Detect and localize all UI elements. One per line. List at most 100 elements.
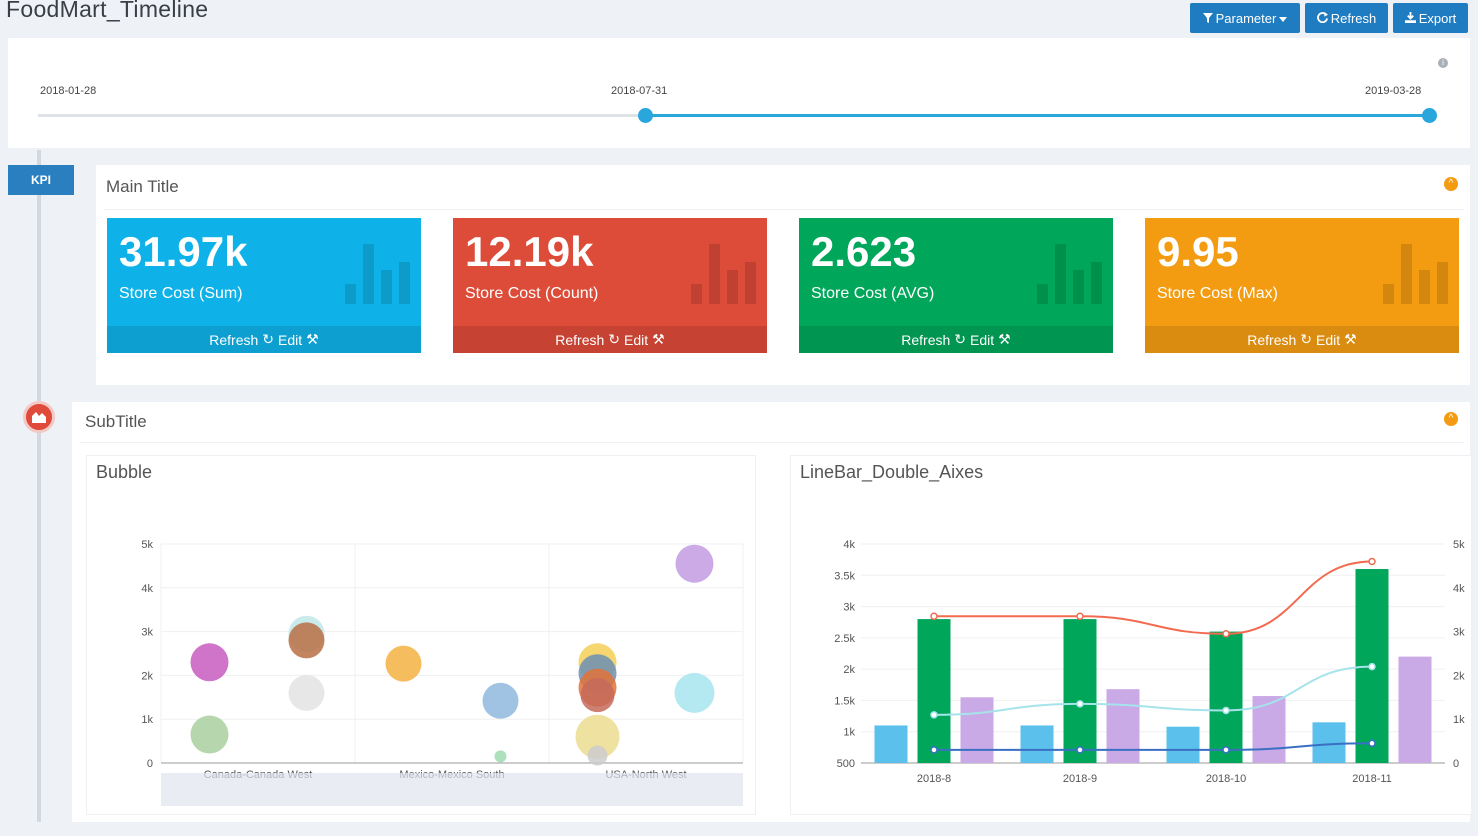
kpi-label: Store Cost (Count) <box>465 285 599 302</box>
kpi-refresh-link[interactable]: Refresh <box>555 331 605 348</box>
zoom-slider <box>161 773 743 806</box>
kpi-value: 2.623 <box>811 228 917 275</box>
y-tick-label: 4k <box>141 583 153 595</box>
wrench-icon: ⚒ <box>306 331 319 347</box>
line-point <box>930 711 938 719</box>
y-left-tick-label: 3k <box>843 602 855 614</box>
wrench-icon: ⚒ <box>652 331 665 347</box>
refresh-icon: ↻ <box>954 331 967 347</box>
download-icon <box>1404 11 1416 26</box>
bubble <box>494 750 507 763</box>
kpi-refresh-link[interactable]: Refresh <box>901 331 951 348</box>
bubble-chart: 01k2k3k4k5kCanada-Canada WestMexico-Mexi… <box>141 539 744 806</box>
y-left-tick-label: 2.5k <box>834 633 855 645</box>
y-left-tick-label: 1k <box>843 727 855 739</box>
linebar-chart-card: LineBar_Double_Aixes 500 1k 1.5k 2k 2.5k 3k 3.… <box>790 455 1472 815</box>
bar <box>1398 656 1432 763</box>
area-chart-icon[interactable] <box>23 401 55 433</box>
wrench-icon: ⚒ <box>998 331 1011 347</box>
refresh-icon: ↻ <box>1300 331 1313 347</box>
app-title: FoodMart_Timeline <box>6 0 209 22</box>
series-line <box>933 742 1373 751</box>
info-icon[interactable]: i <box>1438 58 1448 68</box>
refresh-icon: ↻ <box>608 331 621 347</box>
bubble-chart-title: Bubble <box>96 462 153 482</box>
kpi-card-store-cost-count[interactable]: 12.19k Store Cost (Count) Refresh ↻ Edit… <box>453 218 767 353</box>
timeline-end-label: 2019-03-28 <box>1365 85 1422 97</box>
bar <box>1312 722 1346 763</box>
y-left-tick-label: 1.5k <box>834 695 855 707</box>
bubble <box>288 674 325 711</box>
wrench-icon: ⚒ <box>1344 331 1357 347</box>
bar-chart-icon <box>1383 244 1449 304</box>
bubble <box>190 715 229 754</box>
series-line <box>933 665 1373 716</box>
y-left-tick-label: 4k <box>843 539 855 551</box>
timeline-start-handle[interactable] <box>638 108 653 123</box>
divider <box>104 209 1464 210</box>
y-right-tick-label: 0 <box>1453 758 1459 770</box>
kpi-value: 31.97k <box>119 228 248 275</box>
kpi-edit-link[interactable]: Edit <box>624 331 649 348</box>
refresh-button[interactable]: Refresh <box>1305 3 1388 33</box>
kpi-edit-link[interactable]: Edit <box>1316 331 1341 348</box>
timeline-end-handle[interactable] <box>1422 108 1437 123</box>
timeline-selected-label: 2018-07-31 <box>611 85 668 97</box>
collapse-icon[interactable]: ^ <box>1444 177 1458 191</box>
refresh-icon: ↻ <box>262 331 275 347</box>
kpi-refresh-link[interactable]: Refresh <box>209 331 259 348</box>
kpi-label: Store Cost (Max) <box>1157 285 1278 302</box>
kpi-card-store-cost-sum[interactable]: 31.97k Store Cost (Sum) Refresh ↻ Edit ⚒ <box>107 218 421 353</box>
bubble <box>674 672 715 713</box>
bubble <box>587 745 608 766</box>
export-button[interactable]: Export <box>1393 3 1468 33</box>
y-right-tick-label: 3k <box>1453 627 1465 639</box>
line-point <box>1368 557 1376 566</box>
kpi-label: Store Cost (Sum) <box>119 285 243 302</box>
kpi-card-store-cost-max[interactable]: 9.95 Store Cost (Max) Refresh ↻ Edit ⚒ <box>1145 218 1459 353</box>
y-right-tick-label: 5k <box>1453 539 1465 551</box>
kpi-value: 9.95 <box>1157 228 1239 275</box>
bar-chart-icon <box>345 244 411 304</box>
line-point <box>1076 746 1084 754</box>
dashboard-frame: FoodMart_Timeline Parameter Refresh Expo… <box>6 0 1472 822</box>
refresh-icon <box>1316 11 1328 26</box>
bar <box>960 697 994 763</box>
x-tick-label: 2018-10 <box>1206 773 1246 785</box>
y-tick-label: 0 <box>147 758 153 770</box>
bar <box>917 619 951 763</box>
bubble <box>288 622 325 659</box>
kpi-panel-title: Main Title <box>106 177 179 196</box>
y-tick-label: 1k <box>141 714 153 726</box>
line-point <box>1076 700 1084 708</box>
bar <box>1063 619 1097 763</box>
section-connector-line <box>37 150 41 822</box>
bar <box>1166 726 1200 763</box>
collapse-icon[interactable]: ^ <box>1444 412 1458 426</box>
line-point <box>1222 630 1230 638</box>
line-point <box>930 746 938 754</box>
parameter-button[interactable]: Parameter <box>1190 3 1300 33</box>
kpi-edit-link[interactable]: Edit <box>970 331 995 348</box>
bubble <box>575 714 620 759</box>
bubble <box>675 544 714 583</box>
kpi-refresh-link[interactable]: Refresh <box>1247 331 1297 348</box>
kpi-card-store-cost-avg[interactable]: 2.623 Store Cost (AVG) Refresh ↻ Edit ⚒ <box>799 218 1113 353</box>
refresh-label: Refresh <box>1330 10 1377 26</box>
bubble <box>385 645 422 682</box>
y-tick-label: 2k <box>141 670 153 682</box>
export-label: Export <box>1418 10 1457 26</box>
subtitle-panel-title: SubTitle <box>85 412 147 431</box>
kpi-footer: Refresh ↻ Edit ⚒ <box>453 326 767 353</box>
line-point <box>1368 739 1376 748</box>
kpi-edit-link[interactable]: Edit <box>278 331 303 348</box>
y-right-tick-label: 2k <box>1453 670 1465 682</box>
caret-down-icon <box>1279 11 1288 26</box>
kpi-tab[interactable]: KPI <box>8 165 74 195</box>
bubble <box>482 682 519 719</box>
bar <box>1020 725 1054 763</box>
x-tick-label: 2018-9 <box>1063 773 1097 785</box>
timeline-panel: i 2018-01-28 2018-07-31 2019-03-28 <box>8 38 1470 148</box>
linebar-chart: 500 1k 1.5k 2k 2.5k 3k 3.5k 4k 0 1k 2k 3k 4k 5k 2018-8… <box>834 539 1465 785</box>
bubble <box>190 643 229 682</box>
